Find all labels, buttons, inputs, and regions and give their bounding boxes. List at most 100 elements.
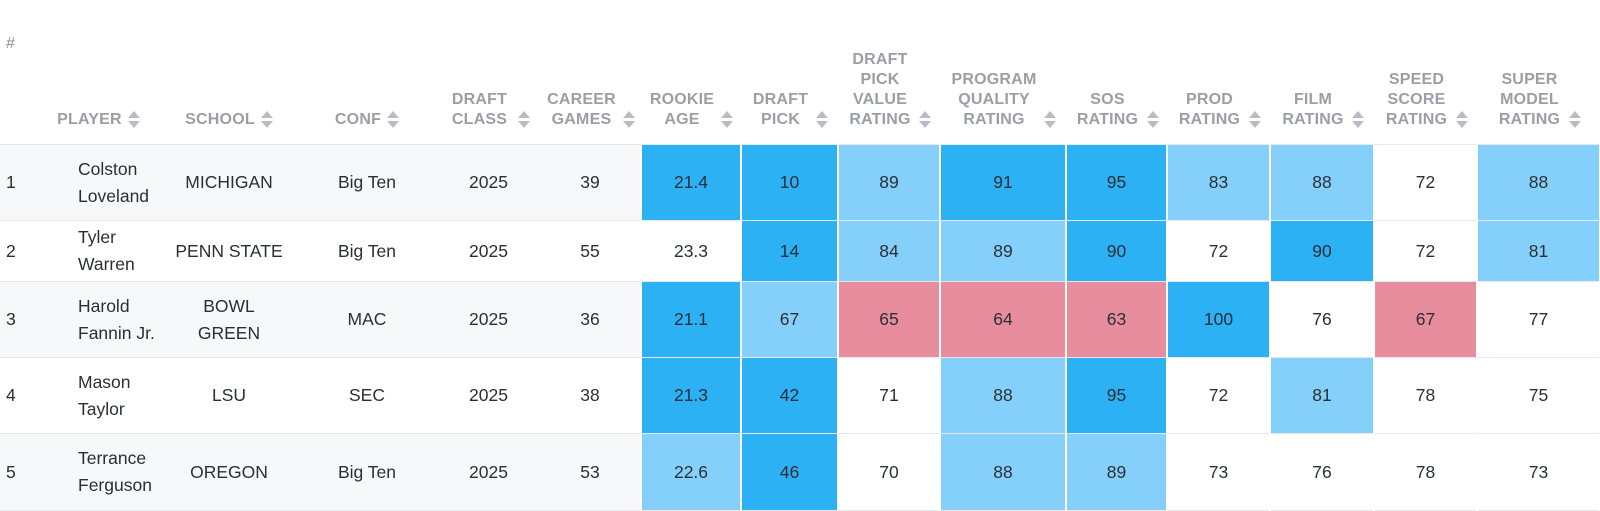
sos-rating-cell: 95	[1065, 144, 1168, 221]
rank-cell: 3	[0, 281, 36, 358]
col-header-rookie-age[interactable]: ROOKIE AGE	[641, 0, 741, 145]
rookie-age-cell: 22.6	[640, 433, 742, 511]
sort-arrows-icon[interactable]	[721, 111, 733, 130]
draft-class-cell: 2025	[437, 281, 540, 358]
prod-rating-cell: 73	[1166, 433, 1271, 511]
career-games-cell: 38	[540, 357, 641, 434]
col-header-conf[interactable]: CONF	[297, 0, 437, 145]
super-rating-cell: 73	[1476, 433, 1600, 511]
speed-rating-cell: 72	[1373, 220, 1478, 282]
pq-rating-cell: 88	[939, 357, 1067, 434]
col-header-career-games[interactable]: CAREER GAMES	[540, 0, 641, 145]
col-header-draft-pick-value-rating[interactable]: DRAFT PICK VALUE RATING	[838, 0, 940, 145]
career-games-cell: 39	[540, 144, 641, 221]
player-name[interactable]: Tyler Warren	[36, 220, 161, 282]
rookie-age-cell: 21.1	[640, 281, 742, 358]
conf-cell: Big Ten	[297, 220, 437, 282]
school-cell: LSU	[161, 357, 297, 434]
sos-rating-cell: 95	[1065, 357, 1168, 434]
sort-arrows-icon[interactable]	[622, 111, 635, 130]
col-header-prod-rating[interactable]: PROD RATING	[1167, 0, 1270, 145]
sos-rating-cell: 89	[1065, 433, 1168, 511]
sort-arrows-icon[interactable]	[127, 111, 140, 130]
player-name[interactable]: Harold Fannin Jr.	[36, 281, 161, 358]
sort-arrows-icon[interactable]	[1568, 111, 1581, 130]
draft-pick-cell: 42	[740, 357, 839, 434]
draft-class-cell: 2025	[437, 357, 540, 434]
super-rating-cell: 75	[1476, 357, 1600, 434]
dpv-rating-cell: 89	[837, 144, 941, 221]
header-row: # PLAYER SCHOOL CONF DRAFT CLASS CAREER …	[0, 0, 1600, 145]
career-games-cell: 53	[540, 433, 641, 511]
draft-pick-cell: 14	[740, 220, 839, 282]
col-header-rank: #	[0, 0, 36, 145]
super-rating-cell: 81	[1476, 220, 1600, 282]
sort-arrows-icon[interactable]	[1352, 111, 1364, 130]
sort-arrows-icon[interactable]	[1146, 111, 1159, 130]
school-cell: OREGON	[161, 433, 297, 511]
col-header-super-model-rating[interactable]: SUPER MODEL RATING	[1477, 0, 1600, 145]
school-cell: MICHIGAN	[161, 144, 297, 221]
sort-arrows-icon[interactable]	[1455, 111, 1468, 130]
sort-arrows-icon[interactable]	[517, 111, 530, 130]
col-header-film-rating[interactable]: FILM RATING	[1270, 0, 1374, 145]
film-rating-cell: 88	[1269, 144, 1375, 221]
player-name[interactable]: Terrance Ferguson	[36, 433, 161, 511]
sort-arrows-icon[interactable]	[387, 111, 400, 130]
prod-rating-cell: 83	[1166, 144, 1271, 221]
col-header-sos-rating[interactable]: SOS RATING	[1066, 0, 1167, 145]
draft-pick-cell: 46	[740, 433, 839, 511]
film-rating-cell: 90	[1269, 220, 1375, 282]
table-row[interactable]: 5 Terrance Ferguson OREGON Big Ten 2025 …	[0, 433, 1600, 511]
table-row[interactable]: 2 Tyler Warren PENN STATE Big Ten 2025 5…	[0, 220, 1600, 282]
rookie-age-cell: 21.3	[640, 357, 742, 434]
pq-rating-cell: 89	[939, 220, 1067, 282]
rank-cell: 5	[0, 433, 36, 511]
prod-rating-cell: 100	[1166, 281, 1271, 358]
career-games-cell: 36	[540, 281, 641, 358]
dpv-rating-cell: 84	[837, 220, 941, 282]
player-name[interactable]: Mason Taylor	[36, 357, 161, 434]
conf-cell: Big Ten	[297, 433, 437, 511]
draft-class-cell: 2025	[437, 144, 540, 221]
film-rating-cell: 81	[1269, 357, 1375, 434]
pq-rating-cell: 88	[939, 433, 1067, 511]
prod-rating-cell: 72	[1166, 357, 1271, 434]
col-header-draft-class[interactable]: DRAFT CLASS	[437, 0, 540, 145]
draft-class-cell: 2025	[437, 220, 540, 282]
film-rating-cell: 76	[1269, 433, 1375, 511]
table-row[interactable]: 4 Mason Taylor LSU SEC 2025 38 21.3 42 7…	[0, 357, 1600, 434]
col-header-program-quality-rating[interactable]: PROGRAM QUALITY RATING	[940, 0, 1066, 145]
rank-cell: 1	[0, 144, 36, 221]
col-header-speed-score-rating[interactable]: SPEED SCORE RATING	[1374, 0, 1477, 145]
sos-rating-cell: 90	[1065, 220, 1168, 282]
pq-rating-cell: 91	[939, 144, 1067, 221]
sort-arrows-icon[interactable]	[815, 111, 828, 130]
player-name[interactable]: Colston Loveland	[36, 144, 161, 221]
sort-arrows-icon[interactable]	[1044, 111, 1056, 130]
conf-cell: MAC	[297, 281, 437, 358]
table-row[interactable]: 3 Harold Fannin Jr. BOWL GREEN MAC 2025 …	[0, 281, 1600, 358]
rookie-age-cell: 21.4	[640, 144, 742, 221]
career-games-cell: 55	[540, 220, 641, 282]
school-cell: PENN STATE	[161, 220, 297, 282]
dpv-rating-cell: 71	[837, 357, 941, 434]
speed-rating-cell: 67	[1373, 281, 1478, 358]
school-cell: BOWL GREEN	[161, 281, 297, 358]
super-rating-cell: 77	[1476, 281, 1600, 358]
dpv-rating-cell: 65	[837, 281, 941, 358]
rank-cell: 2	[0, 220, 36, 282]
sort-arrows-icon[interactable]	[919, 111, 931, 130]
prod-rating-cell: 72	[1166, 220, 1271, 282]
col-header-school[interactable]: SCHOOL	[161, 0, 297, 145]
sort-arrows-icon[interactable]	[260, 111, 273, 130]
pq-rating-cell: 64	[939, 281, 1067, 358]
conf-cell: Big Ten	[297, 144, 437, 221]
rookie-age-cell: 23.3	[640, 220, 742, 282]
draft-pick-cell: 10	[740, 144, 839, 221]
col-header-player[interactable]: PLAYER	[36, 0, 161, 145]
col-header-draft-pick[interactable]: DRAFT PICK	[741, 0, 838, 145]
table-row[interactable]: 1 Colston Loveland MICHIGAN Big Ten 2025…	[0, 144, 1600, 221]
sort-arrows-icon[interactable]	[1248, 111, 1261, 130]
